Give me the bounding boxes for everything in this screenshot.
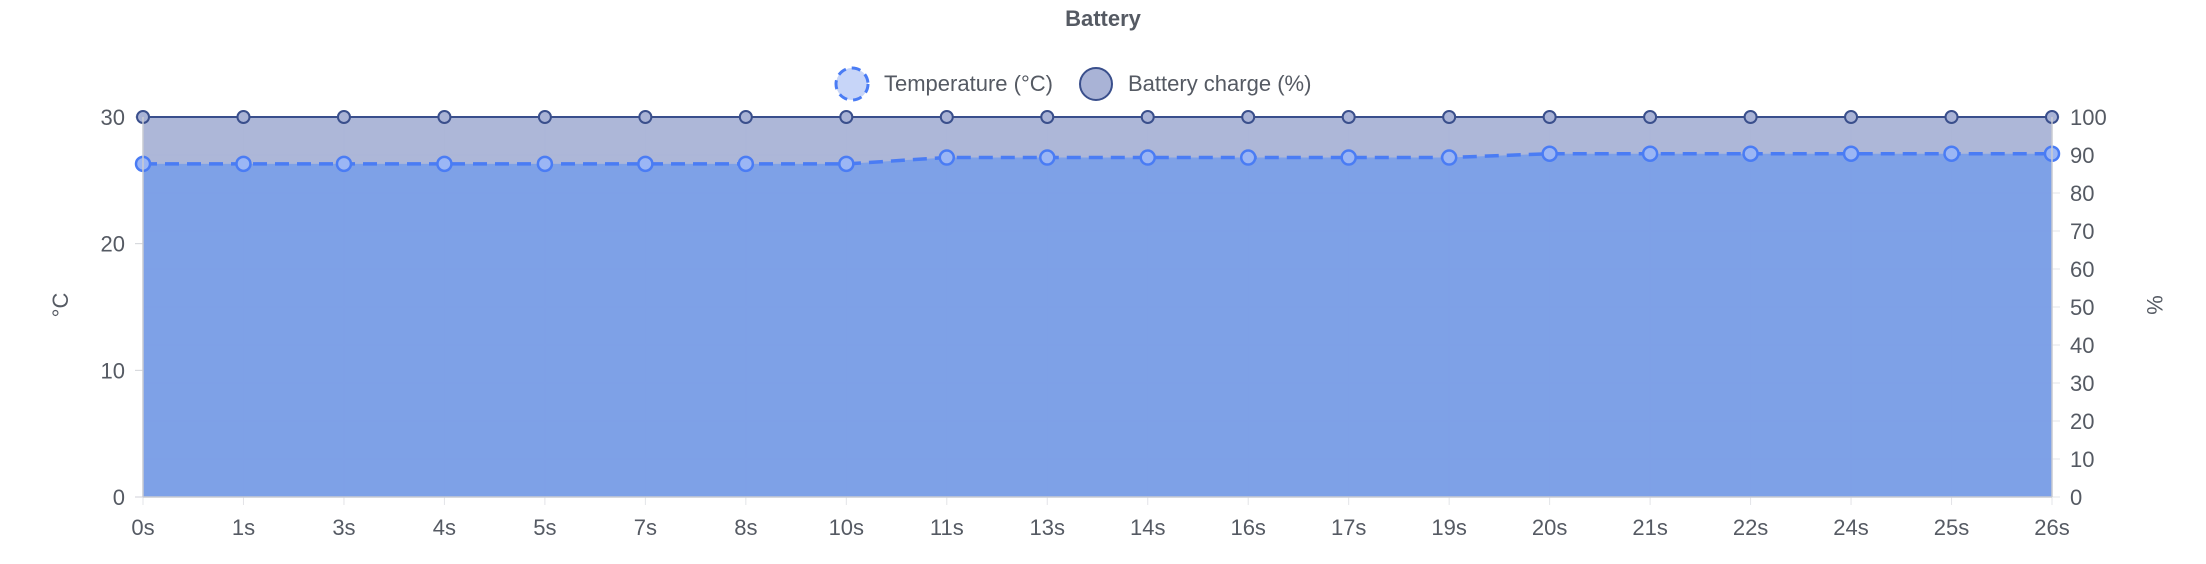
- series-fills: [143, 117, 2052, 497]
- x-tick-label: 22s: [1733, 515, 1768, 540]
- x-tick-label: 13s: [1030, 515, 1065, 540]
- temperature-area: [143, 153, 2052, 497]
- temperature-point: [1943, 145, 1960, 162]
- battery-charge-point: [1643, 110, 1658, 124]
- temperature-point: [1340, 149, 1357, 166]
- y-tick-label-left: 0: [113, 485, 125, 510]
- x-tick-label: 7s: [634, 515, 657, 540]
- battery-charge-point: [336, 110, 351, 124]
- legend-swatch-battery-charge: [1079, 67, 1113, 101]
- y-tick-label-right: 80: [2070, 181, 2094, 206]
- temperature-point: [737, 155, 755, 173]
- battery-charge-point: [537, 110, 552, 124]
- temperature-point: [1842, 145, 1860, 162]
- battery-charge-point: [738, 110, 753, 124]
- y-tick-label-right: 40: [2070, 333, 2094, 358]
- battery-charge-point: [839, 110, 854, 124]
- legend-label-battery-charge: Battery charge (%): [1128, 71, 1311, 96]
- y-tick-label-left: 30: [101, 105, 125, 130]
- temperature-point: [235, 155, 252, 173]
- temperature-point: [1440, 149, 1458, 166]
- temperature-point: [1742, 145, 1759, 162]
- y-tick-label-right: 60: [2070, 257, 2094, 282]
- temperature-point: [536, 155, 554, 173]
- y-tick-label-left: 20: [101, 232, 125, 257]
- y-tick-label-right: 10: [2070, 447, 2094, 472]
- temperature-point: [938, 149, 956, 166]
- battery-charge-point: [939, 110, 954, 124]
- x-tick-label: 5s: [533, 515, 556, 540]
- x-tick-label: 25s: [1934, 515, 1969, 540]
- x-tick-label: 24s: [1833, 515, 1868, 540]
- axes: 0s 1s 3s 4s 5s 7s 8s 10s 11s 13s 14s 16s 17s 19s 20s 21…: [101, 105, 2107, 540]
- temperature-point: [1541, 145, 1558, 162]
- temperature-line: [143, 151, 2052, 166]
- y-tick-label-right: 30: [2070, 371, 2094, 396]
- battery-charge-point: [437, 110, 452, 124]
- x-tick-label: 11s: [930, 515, 964, 540]
- legend-item-temperature[interactable]: Temperature (°C): [834, 66, 1053, 102]
- temperature-point: [1239, 149, 1257, 166]
- battery-charge-point: [1140, 110, 1155, 124]
- x-tick-label: 1s: [232, 515, 255, 540]
- y-tick-label-right: 90: [2070, 143, 2094, 168]
- legend-label-temperature: Temperature (°C): [884, 71, 1053, 96]
- temperature-point: [1139, 149, 1156, 166]
- y-tick-label-right: 20: [2070, 409, 2094, 434]
- x-tick-label: 8s: [734, 515, 757, 540]
- y-axis-label-left: °C: [48, 293, 73, 318]
- x-tick-label: 10s: [829, 515, 864, 540]
- x-tick-label: 17s: [1331, 515, 1366, 540]
- y-tick-label-right: 70: [2070, 219, 2094, 244]
- battery-charge-point: [1844, 110, 1859, 124]
- x-tick-label: 4s: [433, 515, 456, 540]
- x-tick-label: 20s: [1532, 515, 1567, 540]
- chart-title: Battery: [1065, 6, 1142, 31]
- series-lines: [143, 116, 2052, 166]
- battery-charge-point: [1542, 110, 1557, 124]
- temperature-point: [838, 155, 855, 173]
- x-tick-label: 3s: [332, 515, 355, 540]
- y-tick-label-right: 50: [2070, 295, 2094, 320]
- y-axis-label-right: %: [2142, 295, 2167, 315]
- legend: Temperature (°C) Battery charge (%): [834, 66, 1311, 102]
- x-tick-label: 14s: [1130, 515, 1165, 540]
- battery-charge-point: [1341, 110, 1356, 124]
- battery-charge-point: [1040, 110, 1055, 124]
- legend-item-battery-charge[interactable]: Battery charge (%): [1079, 67, 1311, 101]
- x-tick-label: 21s: [1632, 515, 1667, 540]
- temperature-point: [637, 155, 654, 173]
- battery-charge-point: [1442, 110, 1457, 124]
- temperature-point: [335, 155, 353, 173]
- temperature-point: [436, 155, 453, 173]
- x-tick-label: 0s: [131, 515, 154, 540]
- x-tick-label: 19s: [1431, 515, 1466, 540]
- y-tick-label-left: 10: [101, 358, 125, 383]
- y-tick-label-right: 100: [2070, 105, 2107, 130]
- legend-swatch-temperature: [834, 66, 870, 102]
- y-tick-label-right: 0: [2070, 485, 2082, 510]
- battery-charge-point: [236, 110, 251, 124]
- battery-charge-point: [1241, 110, 1256, 124]
- battery-charge-point: [638, 110, 653, 124]
- temperature-point: [1039, 149, 1056, 166]
- x-tick-label: 16s: [1230, 515, 1265, 540]
- temperature-point: [1641, 145, 1659, 162]
- battery-charge-point: [1743, 110, 1758, 124]
- battery-charge-point: [1944, 110, 1959, 124]
- x-tick-label: 26s: [2034, 515, 2069, 540]
